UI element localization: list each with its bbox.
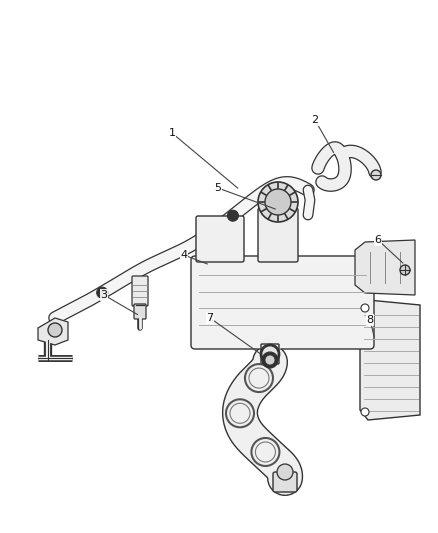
FancyBboxPatch shape [132, 276, 148, 306]
Text: 7: 7 [206, 313, 214, 323]
Text: 3: 3 [100, 290, 107, 300]
Circle shape [262, 352, 278, 368]
FancyBboxPatch shape [261, 344, 279, 364]
Text: 4: 4 [180, 250, 187, 260]
FancyBboxPatch shape [273, 472, 297, 492]
Polygon shape [360, 300, 420, 420]
Text: 8: 8 [367, 315, 374, 325]
FancyBboxPatch shape [196, 216, 244, 262]
Circle shape [265, 189, 291, 215]
Text: 1: 1 [169, 128, 176, 138]
Circle shape [400, 265, 410, 275]
Text: 6: 6 [374, 235, 381, 245]
Circle shape [97, 287, 108, 298]
FancyBboxPatch shape [134, 304, 146, 319]
Text: 5: 5 [215, 183, 222, 193]
FancyBboxPatch shape [258, 208, 298, 262]
Polygon shape [355, 240, 415, 295]
Circle shape [227, 210, 238, 221]
Polygon shape [38, 318, 68, 345]
Circle shape [361, 304, 369, 312]
Circle shape [277, 464, 293, 480]
Circle shape [48, 323, 62, 337]
Circle shape [258, 182, 298, 222]
Circle shape [265, 355, 275, 365]
Text: 2: 2 [311, 115, 318, 125]
Circle shape [361, 408, 369, 416]
Circle shape [371, 170, 381, 180]
FancyBboxPatch shape [191, 256, 374, 349]
